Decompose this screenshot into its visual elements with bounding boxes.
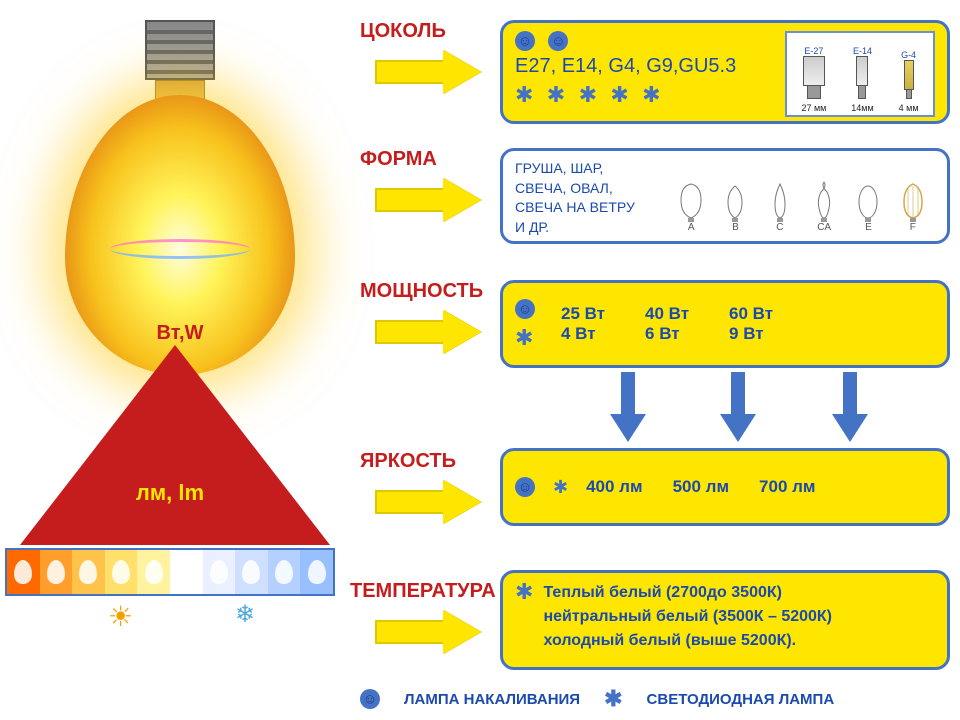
legend-incandescent: ЛАМПА НАКАЛИВАНИЯ [404, 691, 580, 708]
led-icon: ✱ [642, 84, 660, 106]
incandescent-icon [360, 689, 380, 709]
socket-type: G-44 мм [899, 50, 919, 113]
shape-variants: ABC CA EF [669, 159, 935, 233]
bulb-body: Вт,W [65, 95, 295, 375]
shape-variant: E [853, 178, 883, 233]
power-column: 40 Вт6 Вт [645, 304, 689, 344]
cold-icon: ❄ [235, 600, 255, 629]
shape-panel: ГРУША, ШАР, СВЕЧА, ОВАЛ, СВЕЧА НА ВЕТРУ … [500, 148, 950, 244]
socket-type: E-1414мм [851, 46, 873, 113]
temperature-line: нейтральный белый (3500К – 5200К) [543, 605, 832, 629]
incandescent-icon [515, 299, 535, 319]
temperature-line: Теплый белый (2700до 3500К) [543, 581, 832, 605]
incandescent-icon [515, 31, 535, 51]
power-panel: ✱ 25 Вт4 Вт 40 Вт6 Вт 60 Вт9 Вт [500, 280, 950, 368]
down-arrow [720, 372, 756, 442]
shape-variant: B [720, 178, 750, 233]
legend: ЛАМПА НАКАЛИВАНИЯ ✱ СВЕТОДИОДНАЯ ЛАМПА [360, 688, 834, 710]
led-icon: ✱ [610, 84, 628, 106]
led-icon: ✱ [515, 84, 533, 106]
socket-types-inset: E-2727 мм E-1414мм G-44 мм [785, 31, 935, 117]
power-column: 25 Вт4 Вт [561, 304, 605, 344]
bulb-socket [145, 20, 215, 80]
bulb-filament [110, 239, 250, 259]
temperature-label: ТЕМПЕРАТУРА [350, 580, 496, 603]
lumen-label: лм, lm [0, 480, 340, 506]
led-icon: ✱ [515, 327, 535, 349]
brightness-arrow [375, 480, 485, 524]
power-label: МОЩНОСТЬ [360, 280, 483, 303]
brightness-panel: ✱ 400 лм 500 лм 700 лм [500, 448, 950, 526]
socket-label: ЦОКОЛЬ [360, 20, 446, 43]
temperature-panel: ✱ Теплый белый (2700до 3500К)нейтральный… [500, 570, 950, 670]
color-temperature-scale [5, 548, 335, 596]
incandescent-icon [515, 477, 535, 497]
warm-icon: ☀ [108, 600, 133, 633]
brightness-value: 500 лм [673, 477, 729, 497]
down-arrow [610, 372, 646, 442]
temperature-text: Теплый белый (2700до 3500К)нейтральный б… [543, 581, 832, 653]
shape-label: ФОРМА [360, 148, 437, 171]
legend-led: СВЕТОДИОДНАЯ ЛАМПА [647, 691, 835, 708]
shape-variant: CA [809, 178, 839, 233]
brightness-value: 700 лм [759, 477, 815, 497]
shape-variant: F [898, 178, 928, 233]
brightness-values: 400 лм 500 лм 700 лм [586, 477, 815, 497]
power-column: 60 Вт9 Вт [729, 304, 773, 344]
socket-panel: Е27, Е14, G4, G9,GU5.3 ✱ ✱ ✱ ✱ ✱ E-2727 … [500, 20, 950, 124]
led-icon: ✱ [515, 581, 533, 603]
power-arrow [375, 310, 485, 354]
left-illustration: Вт,W лм, lm ☀ ❄ [0, 0, 340, 720]
shape-variant: C [765, 178, 795, 233]
brightness-value: 400 лм [586, 477, 642, 497]
brightness-label: ЯРКОСТЬ [360, 450, 456, 473]
shape-variant: A [676, 178, 706, 233]
socket-text: Е27, Е14, G4, G9,GU5.3 [515, 55, 773, 78]
temperature-arrow [375, 610, 485, 654]
shape-text: ГРУША, ШАР, СВЕЧА, ОВАЛ, СВЕЧА НА ВЕТРУ … [515, 159, 663, 233]
temperature-line: холодный белый (выше 5200К). [543, 629, 832, 653]
light-cone [20, 345, 330, 545]
down-arrow [832, 372, 868, 442]
socket-type: E-2727 мм [801, 46, 826, 113]
led-icon: ✱ [579, 84, 597, 106]
power-columns: 25 Вт4 Вт 40 Вт6 Вт 60 Вт9 Вт [561, 304, 773, 344]
incandescent-icon [548, 31, 568, 51]
led-icon: ✱ [547, 84, 565, 106]
led-icon: ✱ [553, 478, 568, 496]
led-icon: ✱ [604, 688, 622, 710]
bulb-illustration: Вт,W [65, 20, 295, 375]
shape-arrow [375, 178, 485, 222]
socket-arrow [375, 50, 485, 94]
